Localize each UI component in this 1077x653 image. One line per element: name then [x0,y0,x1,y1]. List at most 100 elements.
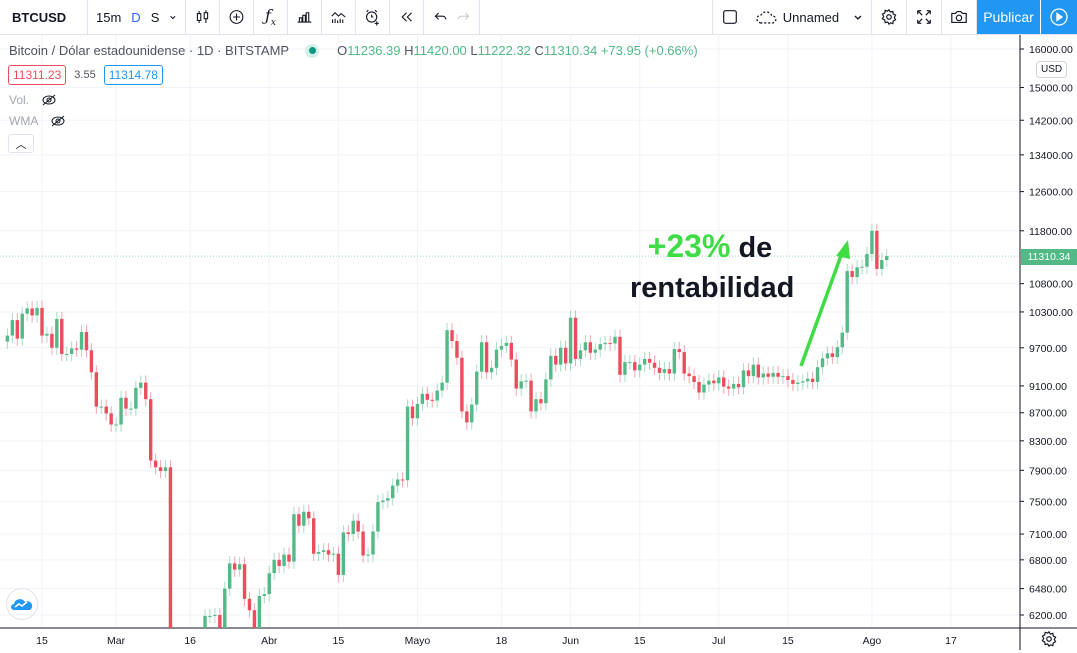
chart-type-button[interactable] [186,0,220,34]
candle-body [460,357,464,412]
candle-body [583,342,588,351]
candle-body [479,342,484,372]
publish-button[interactable]: Publicar [977,0,1041,34]
candle-body [213,614,217,616]
candle-body [208,615,212,617]
wma-label: WMA [9,114,39,128]
candle-body [825,353,830,359]
layout-name-button[interactable]: Unnamed [747,0,872,34]
wma-study[interactable]: WMA [9,114,66,128]
candle-body [356,520,360,532]
candle-body [5,335,10,342]
candle-body [712,380,716,384]
gear-icon [1041,630,1057,648]
interval-15m[interactable]: 15m [96,9,122,25]
currency-badge[interactable]: USD [1036,61,1068,78]
candle-body [450,330,454,342]
candle-body [692,376,696,382]
annotation-percent: +23% [647,228,731,264]
y-tick-label: 6480.00 [1029,584,1067,596]
candle-body [786,376,790,381]
candle-body [109,413,113,425]
x-tick-label: Jul [712,635,725,647]
candle-body [158,467,163,472]
candle-body [326,550,331,555]
candle-body [855,267,859,278]
candle-body [445,330,449,383]
candle-body [618,336,622,375]
candle-body [371,531,375,555]
candle-body [104,406,108,414]
symbol-search-button[interactable]: BTCUSD [0,0,88,34]
eye-off-icon[interactable] [50,115,66,127]
sell-price-button[interactable]: 11311.23 [8,65,67,85]
high-value: 11420.00 [413,43,467,58]
interval-selector[interactable]: 15m D S [88,0,186,34]
y-tick-label: 16000.00 [1029,44,1073,56]
financials-button[interactable] [288,0,322,34]
replay-button[interactable] [390,0,424,34]
candles-icon [196,10,209,23]
candle-body [810,378,815,382]
market-status-icon[interactable] [305,43,320,58]
indicators-add-button[interactable] [220,0,254,34]
eye-off-icon[interactable] [41,94,57,106]
candle-body [257,596,262,628]
candle-body [687,373,691,377]
candle-body [40,307,44,336]
candle-body [628,362,632,364]
redo-icon[interactable] [455,7,471,27]
change-value: +73.95 (+0.66%) [600,43,698,58]
candle-body [860,266,864,268]
y-tick-label: 11800.00 [1029,226,1072,238]
fullscreen-button[interactable] [907,0,942,34]
candle-body [549,355,553,380]
buy-price-button[interactable]: 11314.78 [103,65,163,85]
select-layout-button[interactable] [713,0,747,34]
candle-body [494,349,499,368]
candle-body [223,588,227,628]
candle-body [386,498,390,501]
settings-button[interactable] [872,0,907,34]
candle-body [415,403,420,419]
alert-button[interactable] [356,0,390,34]
candle-body [578,350,583,359]
fx-icon: ƒx [265,5,276,29]
y-tick-label: 15000.00 [1029,83,1073,95]
candle-body [316,551,321,554]
tradingview-logo[interactable] [6,588,38,620]
collapse-legend-button[interactable]: ︿ [8,134,34,153]
candle-body [50,333,54,348]
y-tick-label: 9700.00 [1029,343,1067,355]
candle-body [544,379,548,404]
publish-menu-button[interactable] [1041,0,1077,34]
x-tick-label: 15 [36,635,48,647]
volume-study[interactable]: Vol. [9,93,57,107]
interval-s[interactable]: S [150,9,160,25]
candle-body [603,342,607,345]
candle-body [153,460,158,468]
chevron-down-icon[interactable] [169,12,177,22]
y-tick-label: 6800.00 [1029,555,1067,567]
snapshot-button[interactable] [942,0,977,34]
candle-body [509,342,513,360]
candle-body [366,554,370,556]
compare-button[interactable] [322,0,356,34]
candle-body [702,384,706,393]
candle-body [776,372,780,377]
axis-settings-button[interactable] [1040,630,1058,653]
undo-icon[interactable] [433,7,449,27]
indicators-button[interactable]: ƒx [254,0,288,34]
spread-value: 3.55 [74,69,96,81]
candle-body [771,372,775,377]
interval-d[interactable]: D [131,9,141,25]
candle-body [381,500,385,503]
candle-body [119,397,123,425]
candle-body [144,382,148,400]
candle-body [395,479,400,486]
candle-body [163,467,168,472]
candle-body [272,559,276,574]
annotation-de: de [738,232,773,264]
x-tick-label: 15 [333,635,345,647]
